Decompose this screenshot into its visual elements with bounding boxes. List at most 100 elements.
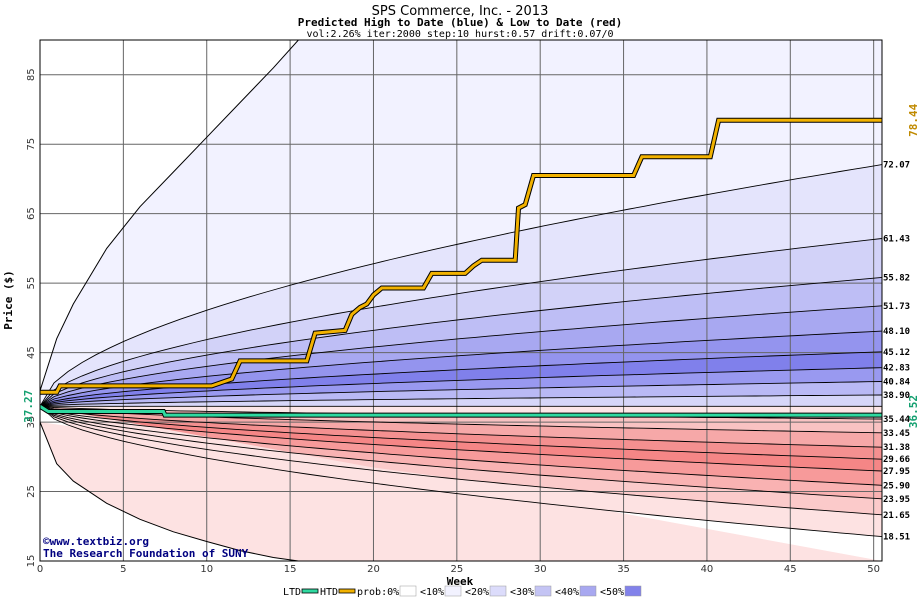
band-low-7 [40, 406, 882, 515]
legend-label-2: prob:0% [357, 587, 399, 598]
legend-swatch-7 [624, 585, 642, 597]
legend-label-7: <50% [600, 587, 624, 598]
credit-org: The Research Foundation of SUNY [43, 547, 249, 560]
legend-line-1 [338, 588, 356, 594]
envelope-lower [40, 421, 299, 561]
chart-subtitle: Predicted High to Date (blue) & Low to D… [298, 16, 623, 29]
quantile-label-17: 18.51 [883, 533, 910, 543]
x-axis-ticks: 0 5 10 15 20 25 30 35 40 45 50 [37, 564, 880, 575]
quantile-line-2 [40, 276, 882, 407]
quantile-label-11: 31.38 [883, 443, 910, 453]
legend-swatch-3 [444, 585, 462, 597]
quantile-label-16: 21.65 [883, 511, 910, 521]
legend-swatch-2 [399, 585, 417, 597]
x-tick-50: 50 [867, 564, 880, 575]
ltd-line [40, 405, 882, 417]
ltd-end-label: 36.52 [907, 395, 920, 428]
band-high-6 [40, 351, 882, 407]
quantile-line-8 [40, 394, 882, 407]
band-high-0 [40, 40, 882, 407]
quantile-label-13: 27.95 [883, 467, 910, 477]
quantile-label-3: 51.73 [883, 302, 910, 312]
band-high-2 [40, 238, 882, 407]
quantile-label-6: 42.83 [883, 364, 910, 374]
quantile-line-16 [40, 405, 882, 516]
band-high-inner [40, 395, 882, 407]
x-tick-45: 45 [784, 564, 797, 575]
quantile-label-15: 23.95 [883, 495, 910, 505]
quantile-label-14: 25.90 [883, 481, 910, 491]
x-tick-15: 15 [284, 564, 297, 575]
band-high-1 [40, 164, 882, 407]
x-tick-25: 25 [450, 564, 463, 575]
x-tick-5: 5 [120, 564, 126, 575]
quantile-line-17 [40, 405, 882, 538]
y-tick-85: 85 [26, 68, 37, 81]
x-tick-0: 0 [37, 564, 43, 575]
quantile-line-11 [40, 405, 882, 448]
band-low-8 [40, 406, 882, 537]
envelope-upper [40, 40, 299, 391]
quantile-label-1: 61.43 [883, 234, 910, 244]
band-high-3 [40, 277, 882, 407]
band-low-5 [40, 406, 882, 486]
legend-swatch-4 [489, 585, 507, 597]
quantile-line-12 [40, 405, 882, 460]
grid-lines [40, 40, 882, 561]
y-axis-ticks: 15 25 35 45 55 65 75 85 [26, 68, 37, 567]
x-tick-40: 40 [701, 564, 714, 575]
chart-title: SPS Commerce, Inc. - 2013 [372, 4, 549, 19]
band-high-4 [40, 305, 882, 407]
band-low-6 [40, 406, 882, 499]
quantile-line-15 [40, 405, 882, 500]
quantile-label-7: 40.84 [883, 377, 911, 387]
y-tick-35: 35 [26, 416, 37, 429]
htd-line [40, 118, 882, 394]
credit-site: ©www.textbiz.org [43, 535, 149, 548]
quantile-line-3 [40, 305, 882, 407]
band-low-2 [40, 406, 882, 448]
quantile-line-4 [40, 330, 882, 407]
x-tick-10: 10 [200, 564, 213, 575]
y-tick-45: 45 [26, 346, 37, 359]
legend-swatch-5 [534, 585, 552, 597]
quantile-labels: 72.07 61.43 55.82 51.73 48.10 45.12 42.83 40.84… [883, 161, 911, 543]
quantile-line-1 [40, 238, 882, 407]
band-low-3 [40, 406, 882, 460]
quantile-line-0 [40, 164, 882, 407]
band-low-outer [40, 406, 882, 561]
legend-label-4: <20% [465, 587, 489, 598]
series-lines [40, 117, 882, 418]
start-price-label: 37.27 [22, 390, 35, 423]
quantile-line-7 [40, 381, 882, 407]
legend-label-6: <40% [555, 587, 579, 598]
quantile-label-8: 38.90 [883, 391, 910, 401]
y-tick-65: 65 [26, 207, 37, 220]
x-tick-20: 20 [367, 564, 380, 575]
quantile-line-13 [40, 405, 882, 472]
plot-frame [39, 39, 883, 562]
legend-swatch-6 [579, 585, 597, 597]
legend: LTD HTD prob:0% <10% <20% <30% <40% <50% [283, 585, 642, 598]
x-tick-35: 35 [617, 564, 630, 575]
quantile-label-4: 48.10 [883, 327, 910, 337]
quantile-label-0: 72.07 [883, 161, 910, 171]
quantile-line-14 [40, 405, 882, 486]
band-high-8 [40, 381, 882, 407]
quantile-label-2: 55.82 [883, 273, 910, 283]
y-tick-55: 55 [26, 277, 37, 290]
y-tick-15: 15 [26, 555, 37, 568]
band-high-5 [40, 331, 882, 407]
legend-label-3: <10% [420, 587, 444, 598]
quantile-label-10: 33.45 [883, 429, 910, 439]
legend-label-5: <30% [510, 587, 534, 598]
simulation-params: vol:2.26% iter:2000 step:10 hurst:0.57 d… [306, 29, 613, 40]
quantile-label-12: 29.66 [883, 455, 910, 465]
x-axis-label: Week [447, 575, 474, 588]
y-axis-label: Price ($) [2, 270, 15, 330]
quantile-label-9: 35.44 [883, 415, 911, 425]
htd-end-label: 78.44 [907, 103, 920, 136]
legend-label-0: LTD [283, 587, 301, 598]
legend-label-1: HTD [320, 587, 338, 598]
